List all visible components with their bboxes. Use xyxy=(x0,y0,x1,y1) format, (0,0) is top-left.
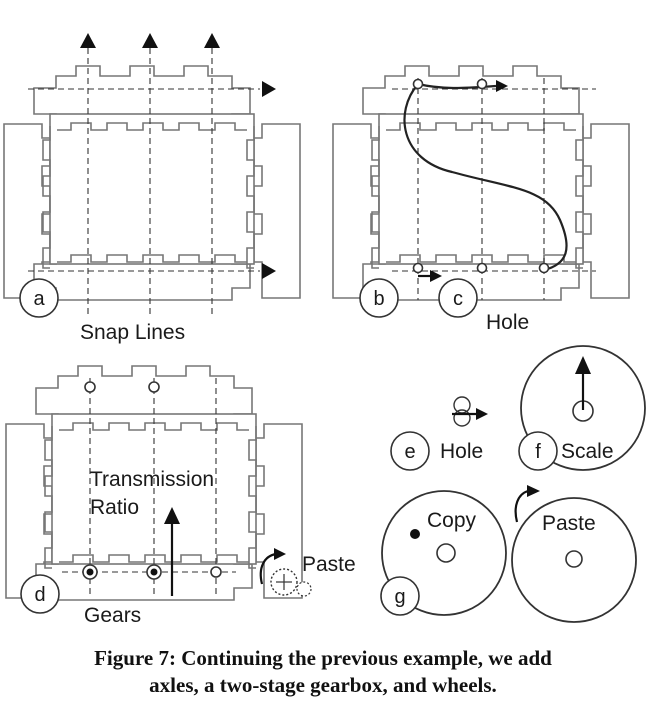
arrowhead-right-1 xyxy=(262,81,276,97)
badge-b-label: b xyxy=(373,288,384,310)
arrowhead-up-2 xyxy=(142,33,158,48)
axle-hole-d1 xyxy=(84,381,96,393)
badge-a-label: a xyxy=(33,288,45,310)
ratio-arrowhead xyxy=(164,507,180,524)
hole-glyph-2 xyxy=(453,409,471,427)
gear-d2-center xyxy=(150,568,158,576)
gearbox-outline-a xyxy=(4,66,300,300)
gear-d3 xyxy=(210,566,222,578)
hole-marker-3 xyxy=(412,262,424,274)
paste-label-d: Paste xyxy=(302,553,356,576)
caption-line-2: axles, a two-stage gearbox, and wheels. xyxy=(149,673,497,697)
drag-path-curve xyxy=(403,83,568,272)
gear-d1-center xyxy=(86,568,94,576)
caption-line-1: Figure 7: Continuing the previous exampl… xyxy=(94,646,552,670)
panel-b: b c Hole xyxy=(333,66,629,334)
badge-e-label: e xyxy=(404,441,415,463)
hole-marker-2 xyxy=(476,78,488,90)
scale-arrowhead xyxy=(575,356,591,374)
badge-g xyxy=(380,576,420,616)
badge-b xyxy=(359,278,399,318)
paste-arrow-d xyxy=(259,552,277,585)
badge-d-label: d xyxy=(34,584,45,606)
snap-lines-label: Snap Lines xyxy=(80,321,185,344)
scale-label: Scale xyxy=(561,440,614,463)
ratio-label: Ratio xyxy=(90,496,139,519)
figure-caption: Figure 7: Continuing the previous exampl… xyxy=(0,645,646,699)
paste-label-g: Paste xyxy=(542,512,596,535)
hole-marker-4 xyxy=(476,262,488,274)
badge-f xyxy=(518,431,558,471)
panel-a: a Snap Lines xyxy=(4,33,300,344)
arrowhead-right-2 xyxy=(262,263,276,279)
paste-arrowhead-d xyxy=(274,548,286,560)
badge-c-label: c xyxy=(453,288,463,310)
wheel-paste-hub xyxy=(565,550,583,568)
hole-label-e: Hole xyxy=(440,440,483,463)
gears-label: Gears xyxy=(84,604,141,627)
paste-arrow-g xyxy=(514,489,529,523)
axle-hole-d2 xyxy=(148,381,160,393)
wheel-copy-hub xyxy=(436,543,456,563)
badge-f-label: f xyxy=(535,441,541,463)
figure-7-diagram: a Snap Lines b c Hole xyxy=(0,33,646,627)
arrowhead-up-3 xyxy=(204,33,220,48)
copy-label: Copy xyxy=(427,509,477,532)
hole-label-c: Hole xyxy=(486,311,529,334)
hole-marker-1 xyxy=(412,78,424,90)
hole-marker-5 xyxy=(538,262,550,274)
paste-arrowhead-g xyxy=(527,485,540,497)
pasted-gear-small xyxy=(296,581,312,597)
badge-g-label: g xyxy=(394,586,405,608)
drag-path-top xyxy=(417,82,497,90)
panel-g: Copy Paste g xyxy=(380,485,637,623)
arrowhead-up-1 xyxy=(80,33,96,48)
hole-arrowhead xyxy=(476,408,488,420)
panel-e: e Hole xyxy=(390,396,488,471)
arrowhead-drag-bottom xyxy=(430,270,442,282)
badge-d xyxy=(20,574,60,614)
arrowhead-drag-top xyxy=(496,80,508,92)
panel-d: Transmission Ratio Paste d Gears xyxy=(6,366,356,627)
transmission-label: Transmission xyxy=(90,468,214,491)
badge-c xyxy=(438,278,478,318)
copy-marker xyxy=(410,529,420,539)
badge-a xyxy=(19,278,59,318)
panel-f: f Scale xyxy=(518,345,646,471)
badge-e xyxy=(390,431,430,471)
